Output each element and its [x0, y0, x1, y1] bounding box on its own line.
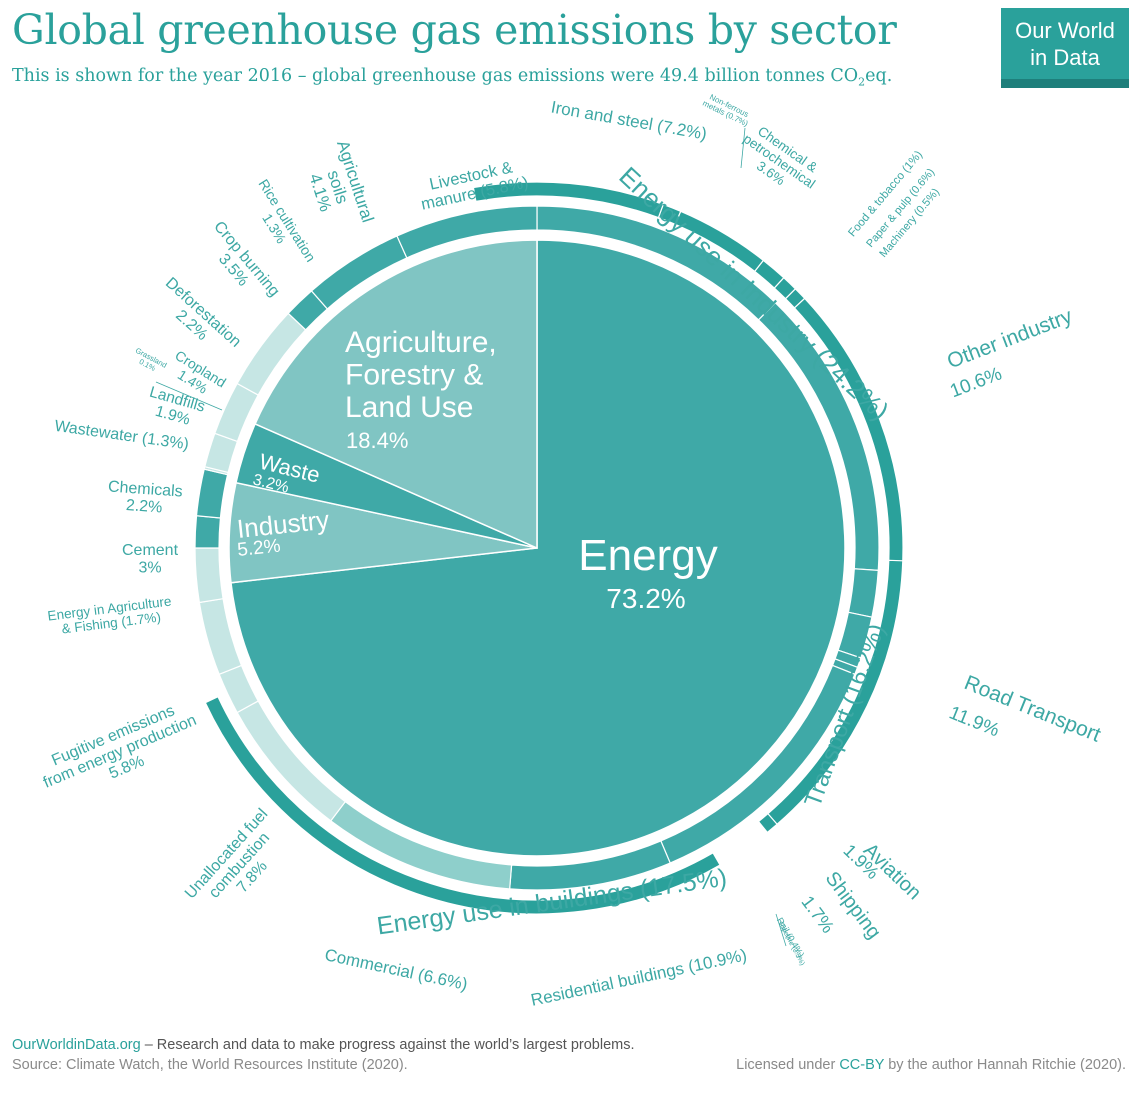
- chart-title: Global greenhouse gas emissions by secto…: [12, 6, 897, 54]
- footer-source: Source: Climate Watch, the World Resourc…: [12, 1057, 408, 1073]
- subsector-label-commercial: Commercial (6.6%): [323, 945, 469, 994]
- footer-site-link[interactable]: OurWorldinData.org: [12, 1037, 141, 1053]
- pie-slice-energy: [230, 239, 846, 857]
- leader-pipeline: [775, 913, 787, 947]
- footer-license: Licensed under CC-BY by the author Hanna…: [736, 1057, 1126, 1073]
- subsector-label-shipping: Shipping: [821, 868, 885, 943]
- chart-subtitle: This is shown for the year 2016 – global…: [12, 66, 893, 89]
- ring-segment-chemicals: [194, 547, 224, 604]
- subsector-label-residential-buildings: Residential buildings (10.9%): [529, 945, 748, 1009]
- subsector-label-commercial-line: Commercial (6.6%): [323, 945, 469, 994]
- pie-label-energy-line: Energy: [578, 531, 717, 580]
- pie-label-afolu-line: Agriculture,: [345, 326, 497, 359]
- subsector-label-cement-line: Cement: [122, 542, 179, 559]
- license-link[interactable]: CC-BY: [839, 1057, 885, 1073]
- subsector-label-shipping-line: Shipping: [821, 868, 885, 943]
- owid-logo[interactable]: Our World in Data: [1001, 8, 1129, 88]
- pie-label-afolu: Agriculture,Forestry &Land Use: [345, 326, 497, 424]
- pie-value-energy-line: 73.2%: [606, 583, 685, 614]
- pie-label-afolu-line: Land Use: [345, 391, 473, 424]
- pie-value-afolu: 18.4%: [346, 428, 408, 453]
- subsector-value-shipping: 1.7%: [797, 892, 838, 937]
- subsector-label-residential-buildings-line: Residential buildings (10.9%): [529, 945, 748, 1009]
- subsector-label-chemicals-line: Chemicals: [107, 478, 183, 500]
- subsector-label-other-industry: Other industry: [944, 304, 1076, 373]
- subsector-label-other-industry-line: Other industry: [944, 304, 1076, 373]
- subsector-label-chemicals-line: 2.2%: [125, 497, 163, 517]
- ring-segment-wastewater: [194, 515, 222, 549]
- outer-segment-iron-and-steel: [472, 181, 665, 219]
- pie-label-afolu-line: Forestry &: [345, 358, 483, 391]
- ring-segment-landfills: [195, 468, 229, 519]
- logo-band: [1001, 79, 1129, 88]
- subsector-value-shipping-line: 1.7%: [797, 892, 838, 937]
- industry-label-iron-and-steel-line: Iron and steel (7.2%): [550, 98, 709, 144]
- subsector-value-road-transport-line: 11.9%: [946, 702, 1002, 741]
- pie-value-industry: 5.2%: [236, 536, 281, 561]
- ring-segment-aviation: [847, 568, 879, 618]
- leader-nonferrous: [740, 127, 746, 169]
- subsector-label-energy-in-agriculture-fishing: Energy in Agriculture& Fishing (1.7%): [47, 593, 172, 636]
- outer-segment-chemical-petrochemical: [674, 210, 765, 273]
- pie-value-afolu-line: 18.4%: [346, 428, 408, 453]
- outer-segment-buildings: [204, 695, 721, 915]
- ring-segment-livestock-manure: [396, 205, 538, 259]
- outer-segment-non-ferrous-metals: [657, 203, 682, 226]
- outer-segment-transport: [767, 559, 904, 826]
- pie-value-industry-line: 5.2%: [236, 536, 281, 561]
- pie-value-energy: 73.2%: [606, 583, 685, 614]
- subsector-label-livestock-manure: Livestock &manure (5.8%): [419, 159, 529, 214]
- industry-label-iron-and-steel: Iron and steel (7.2%): [550, 98, 709, 144]
- leader-grassland: [155, 381, 223, 411]
- pie-slice-agriculture-forestry-land-use: [254, 239, 538, 550]
- subsector-label-cement-line: 3%: [138, 559, 161, 576]
- logo-line-2: in Data: [1030, 45, 1100, 70]
- pie-label-energy: Energy: [578, 531, 717, 580]
- outer-segment-food-tobacco: [753, 259, 785, 289]
- logo-line-1: Our World: [1015, 18, 1115, 43]
- subsector-value-road-transport: 11.9%: [946, 702, 1002, 741]
- footer-tagline: OurWorldinData.org – Research and data t…: [12, 1037, 635, 1053]
